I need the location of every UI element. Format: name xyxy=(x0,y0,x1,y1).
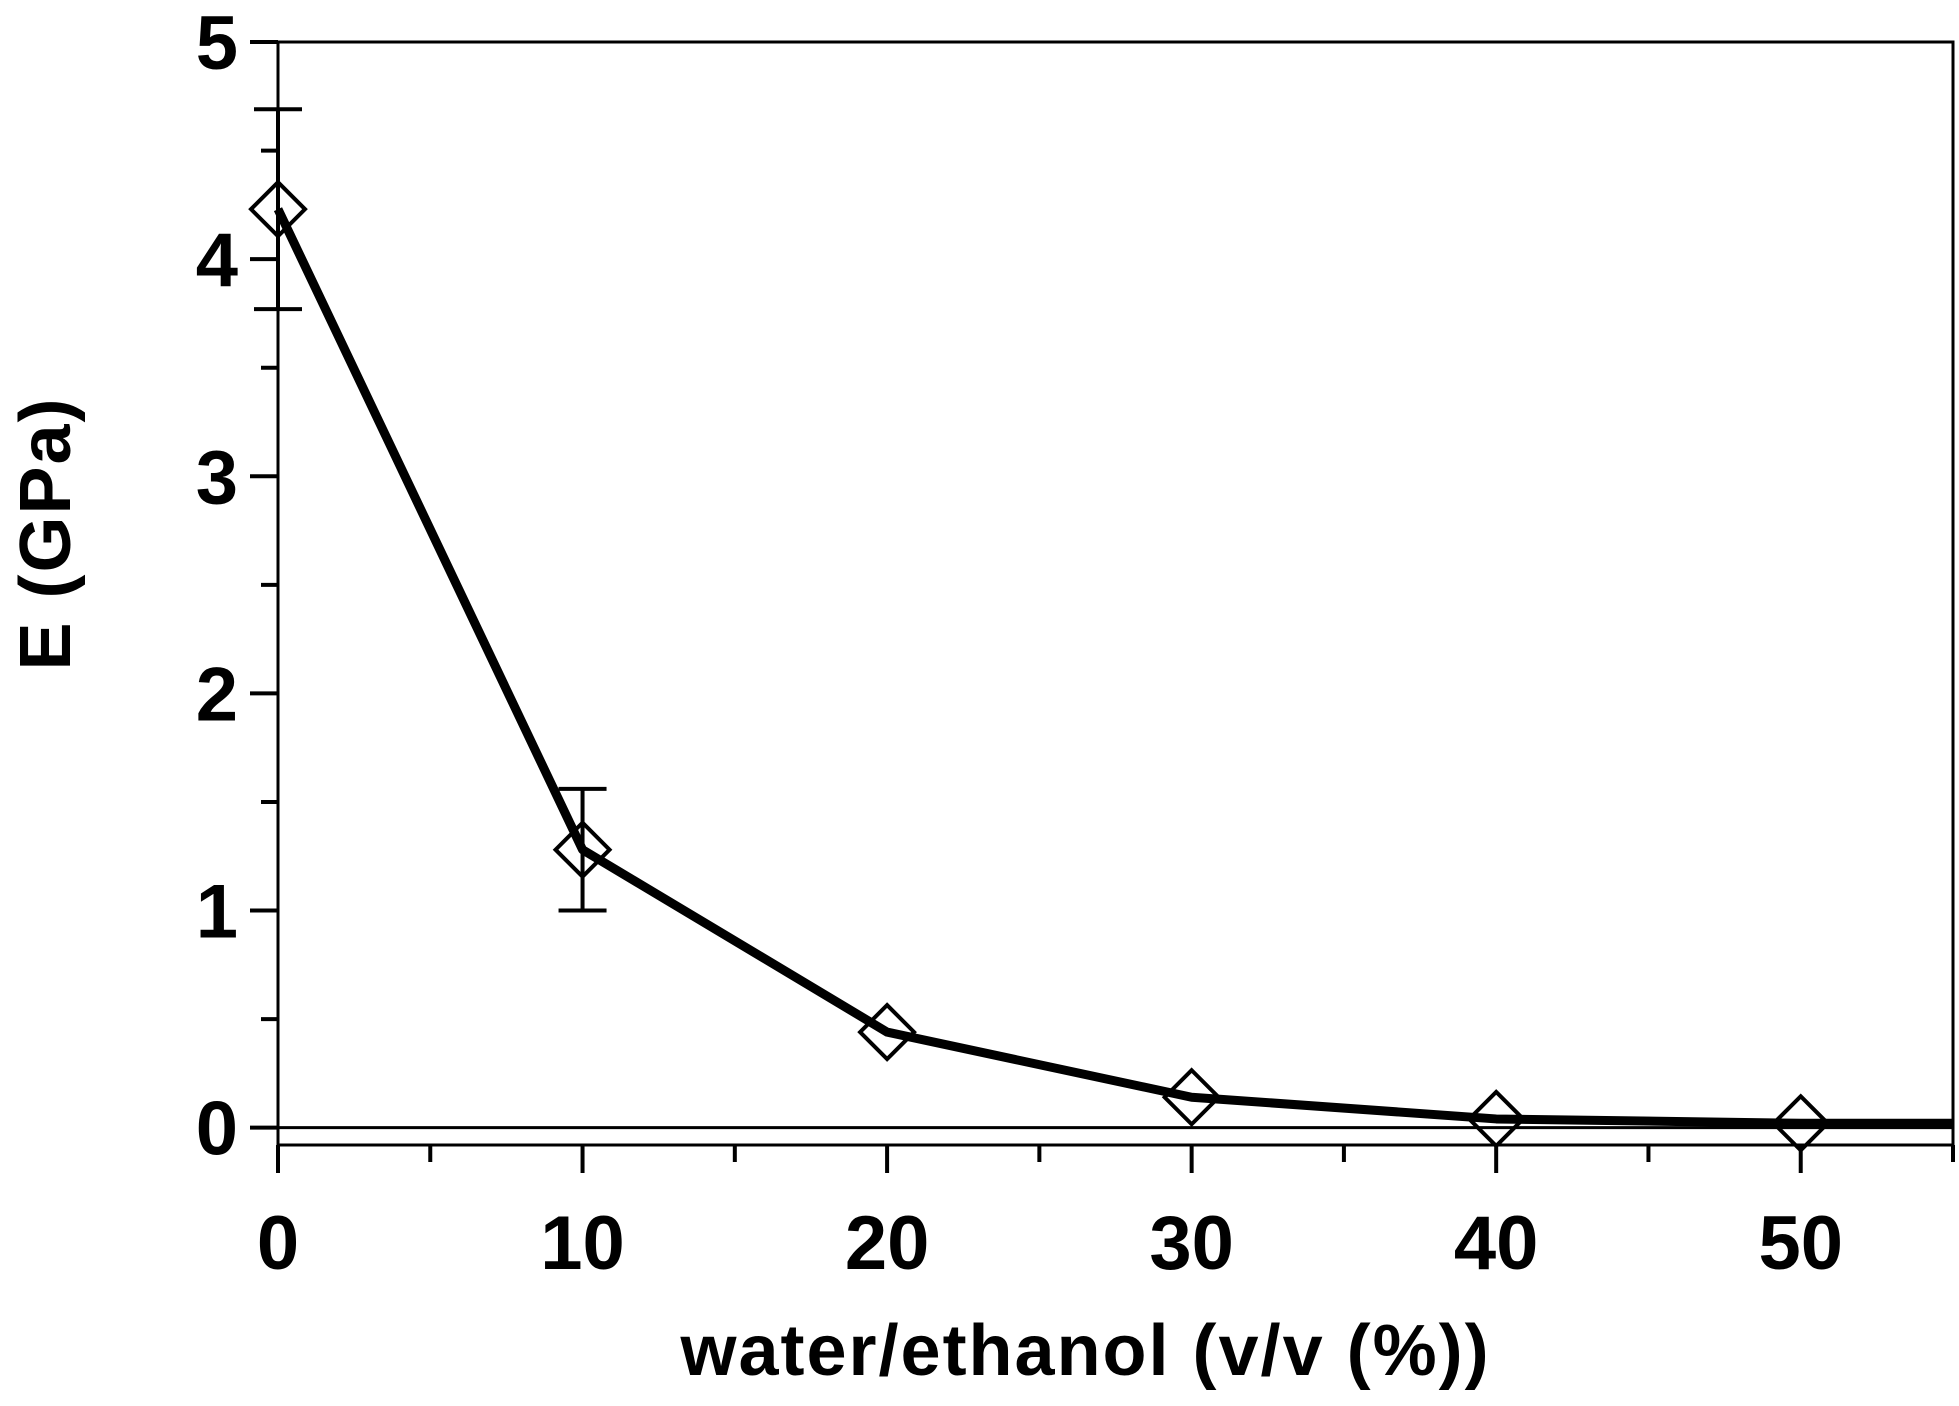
y-tick-label: 1 xyxy=(196,870,238,955)
x-tick-label: 10 xyxy=(540,1201,625,1286)
series-line xyxy=(273,207,1953,1128)
x-tick-label: 50 xyxy=(1758,1201,1843,1286)
y-tick-label: 3 xyxy=(196,435,238,520)
y-tick-label: 2 xyxy=(196,652,238,737)
y-tick-label: 4 xyxy=(196,218,238,303)
x-tick-label: 40 xyxy=(1454,1201,1539,1286)
x-tick-label: 30 xyxy=(1149,1201,1234,1286)
data-point xyxy=(248,179,308,240)
x-axis-title: water/ethanol (v/v (%)) xyxy=(679,1311,1490,1391)
y-tick-label: 0 xyxy=(196,1087,238,1172)
x-tick-label: 20 xyxy=(845,1201,930,1286)
y-axis-title: E (GPa) xyxy=(6,396,86,670)
data-point xyxy=(1770,1093,1831,1154)
data-point xyxy=(1161,1067,1222,1128)
x-tick-label: 0 xyxy=(257,1201,299,1286)
data-point xyxy=(552,819,613,880)
data-point xyxy=(1466,1089,1527,1149)
plot-frame xyxy=(276,40,1955,1147)
y-tick-label: 5 xyxy=(196,1,238,86)
data-point xyxy=(857,1002,917,1062)
